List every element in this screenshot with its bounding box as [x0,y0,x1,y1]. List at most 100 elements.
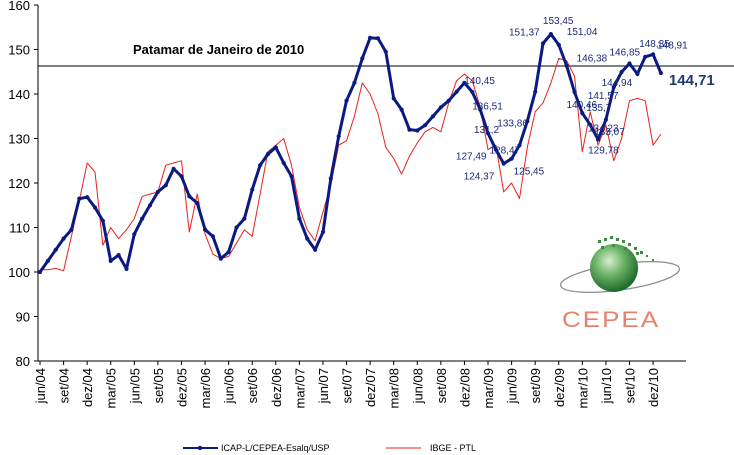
series-point-icap [627,61,632,66]
y-tick-label: 120 [8,176,30,191]
x-tick-label: set/07 [340,368,355,403]
cepea-logo: CEPEA [559,236,681,333]
globe-icon [559,236,681,293]
series-point-icap [171,166,176,171]
legend-label-icap: ICAP-L/CEPEA-Esalq/USP [221,443,330,453]
series-point-icap [485,131,491,136]
series-point-icap [619,69,624,75]
data-value-label: 153,45 [543,16,574,27]
series-line-ibge [40,57,662,272]
x-tick-label: mar/06 [198,368,213,408]
series-point-icap [305,236,310,241]
data-value-label: 124,37 [464,172,495,183]
series-point-icap [297,216,302,221]
series-point-icap [37,269,43,275]
series-point-icap [195,200,200,206]
series-point-icap [187,194,192,199]
series-point-icap [352,80,357,85]
series-point-icap [273,145,278,150]
x-tick-label: set/09 [528,368,543,403]
series-point-icap [250,187,255,192]
series-point-icap [643,54,648,59]
y-tick-label: 140 [8,87,30,102]
series-point-icap [383,49,388,54]
x-tick-label: jun/05 [127,368,142,404]
legend-item-icap: ICAP-L/CEPEA-Esalq/USP [183,443,330,453]
series-point-icap [108,258,113,263]
data-value-label: 128,47 [490,145,521,156]
x-tick-label: jun/08 [410,368,425,404]
x-tick-label: mar/07 [292,368,307,408]
data-value-label: 129,78 [588,146,619,157]
series-point-icap [548,31,554,37]
y-gridlines [34,4,38,362]
series-point-icap [234,225,239,230]
series-point-icap [525,119,530,124]
x-tick-label: jun/10 [599,368,614,404]
data-value-label: 131,2 [474,125,499,136]
series-point-icap [533,89,538,94]
data-value-label: 148,91 [657,40,688,51]
series-point-icap [493,147,498,152]
series-point-icap [242,216,247,221]
series-point-icap [210,234,215,239]
series-point-icap [454,89,459,94]
x-tick-label: set/05 [151,368,166,403]
series-point-icap [391,96,396,101]
series-point-icap [478,107,483,112]
y-tick-label: 100 [8,265,30,280]
series-point-icap [45,258,51,263]
series-point-icap [423,123,428,128]
x-tick-label: set/04 [57,368,72,403]
series-point-icap [580,111,585,116]
y-tick-label: 90 [16,310,30,325]
series-point-icap [635,71,640,77]
data-value-label: 146,85 [610,48,641,59]
series-line-icap [38,32,663,273]
series-point-icap [517,143,522,148]
series-point-icap [564,63,569,68]
x-tick-label: dez/10 [646,368,661,407]
series-point-icap [360,56,365,61]
x-tick-labels: jun/04 set/04 dez/04 mar/05 jun/05 set/05 dez/… [33,361,661,408]
series-point-icap [501,161,506,166]
y-tick-label: 160 [8,0,30,13]
series-point-icap [258,163,263,168]
series-point-icap [163,183,168,188]
series-point-icap [658,70,664,76]
series-point-icap [509,156,514,161]
data-value-label: 127,49 [456,152,487,163]
series-point-icap [470,89,475,95]
series-point-icap [226,249,231,255]
series-point-icap [556,42,561,48]
x-tick-label: dez/09 [552,368,567,407]
series-point-icap [281,160,286,166]
series-point-icap [368,35,373,41]
series-point-icap [155,189,160,194]
series-point-icap [179,174,184,179]
x-tick-label: dez/07 [363,368,378,407]
x-tick-label: dez/06 [269,368,284,407]
x-tick-label: mar/08 [387,368,402,408]
series-point-icap [218,256,223,261]
series-point-icap [61,236,66,241]
series-point-icap [320,229,326,235]
series-point-icap [588,122,593,127]
series-point-icap [313,247,318,252]
series-point-icap [611,84,616,90]
series-point-icap [462,80,467,85]
logo-text: CEPEA [562,308,660,333]
series-point-icap [116,253,121,258]
series-point-icap [446,98,451,103]
legend-label-ibge: IBGE - PTL [430,443,476,453]
data-value-label: 140,46 [567,100,598,111]
series-point-icap [596,137,601,142]
x-tick-label: jun/09 [505,368,520,404]
data-value-label: 134,23 [588,124,619,135]
series-point-icap [53,247,58,252]
latest-value-label: 144,71 [669,72,715,89]
series-point-icap [100,218,105,223]
data-value-label: 151,04 [567,27,598,38]
data-value-label: 140,45 [464,76,495,87]
